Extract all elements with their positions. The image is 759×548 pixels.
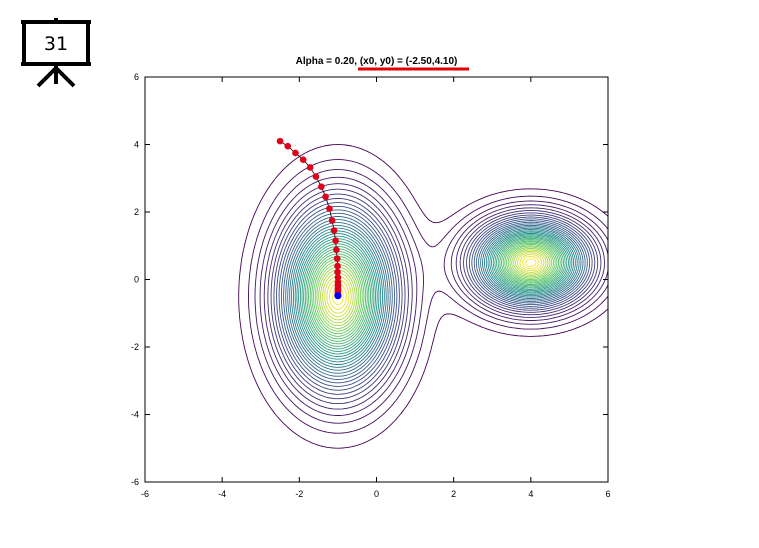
path-point [312, 173, 320, 180]
path-point [326, 205, 333, 212]
y-tick-label: -2 [131, 342, 139, 352]
y-tick-label: 4 [134, 140, 139, 150]
contour-line [316, 246, 553, 329]
y-tick-label: -6 [131, 477, 139, 487]
contour-line [294, 230, 575, 363]
path-point [299, 156, 307, 163]
contour-lines [238, 144, 608, 449]
path-point [328, 217, 336, 224]
contour-line [304, 237, 564, 347]
contour-line [283, 212, 586, 380]
contour-line [299, 234, 569, 355]
contour-line [263, 183, 605, 410]
contour-line [311, 242, 558, 337]
contour-line [276, 202, 593, 391]
path-point [334, 274, 342, 281]
contour-line [280, 209, 588, 384]
contour-line [292, 227, 576, 365]
x-tick-label: 6 [605, 489, 610, 499]
contour-line [318, 247, 551, 327]
contour-line [291, 224, 578, 368]
contour-line [248, 159, 608, 434]
x-tick-label: -4 [218, 489, 226, 499]
contour-line [278, 205, 591, 387]
contour-line [296, 231, 573, 360]
contour-line [238, 144, 608, 449]
contour-line [287, 219, 582, 374]
contour-line [301, 235, 568, 352]
path-point [322, 193, 329, 201]
contour-line [320, 249, 549, 324]
path-point [334, 268, 341, 276]
contour-line [313, 244, 556, 335]
path-point [333, 255, 341, 262]
x-tick-label: 4 [528, 489, 533, 499]
y-tick-label: 2 [134, 207, 139, 217]
x-tick-label: 2 [451, 489, 456, 499]
presentation-board-icon: 31 [21, 18, 91, 88]
x-tick-label: -6 [141, 489, 149, 499]
contour-line [267, 188, 602, 405]
path-point [333, 246, 340, 254]
contour-line [322, 250, 547, 321]
contour-line [303, 236, 566, 350]
path-point [318, 183, 325, 190]
contour-line [259, 176, 608, 416]
path-point [306, 164, 314, 171]
contour-line [270, 193, 599, 400]
contour-line [273, 198, 596, 395]
path-point [332, 237, 339, 244]
contour-line [289, 222, 580, 371]
contour-line [254, 169, 608, 424]
contour-line [308, 240, 561, 342]
final-point [334, 292, 342, 300]
path-point [334, 262, 341, 270]
contour-line [298, 232, 571, 357]
axis-ticks: -6 -4 -2 0 2 4 6 -6 -4 -2 0 2 4 6 [131, 72, 611, 499]
path-point [330, 227, 338, 234]
contour-line [309, 241, 560, 340]
contour-line [326, 254, 543, 314]
y-tick-label: 6 [134, 72, 139, 82]
path-point [276, 137, 284, 145]
contour-line [306, 239, 563, 345]
path-point [284, 142, 292, 150]
path-point [292, 149, 299, 157]
contour-line [329, 255, 540, 310]
descent-path [276, 137, 342, 300]
y-tick-label: 0 [134, 275, 139, 285]
y-tick-label: -4 [131, 410, 139, 420]
x-tick-label: 0 [374, 489, 379, 499]
slide-number: 31 [44, 33, 68, 55]
contour-line [285, 216, 584, 377]
chart-title: Alpha = 0.20, (x0, y0) = (-2.50,4.10) [296, 56, 458, 67]
x-tick-label: -2 [295, 489, 303, 499]
